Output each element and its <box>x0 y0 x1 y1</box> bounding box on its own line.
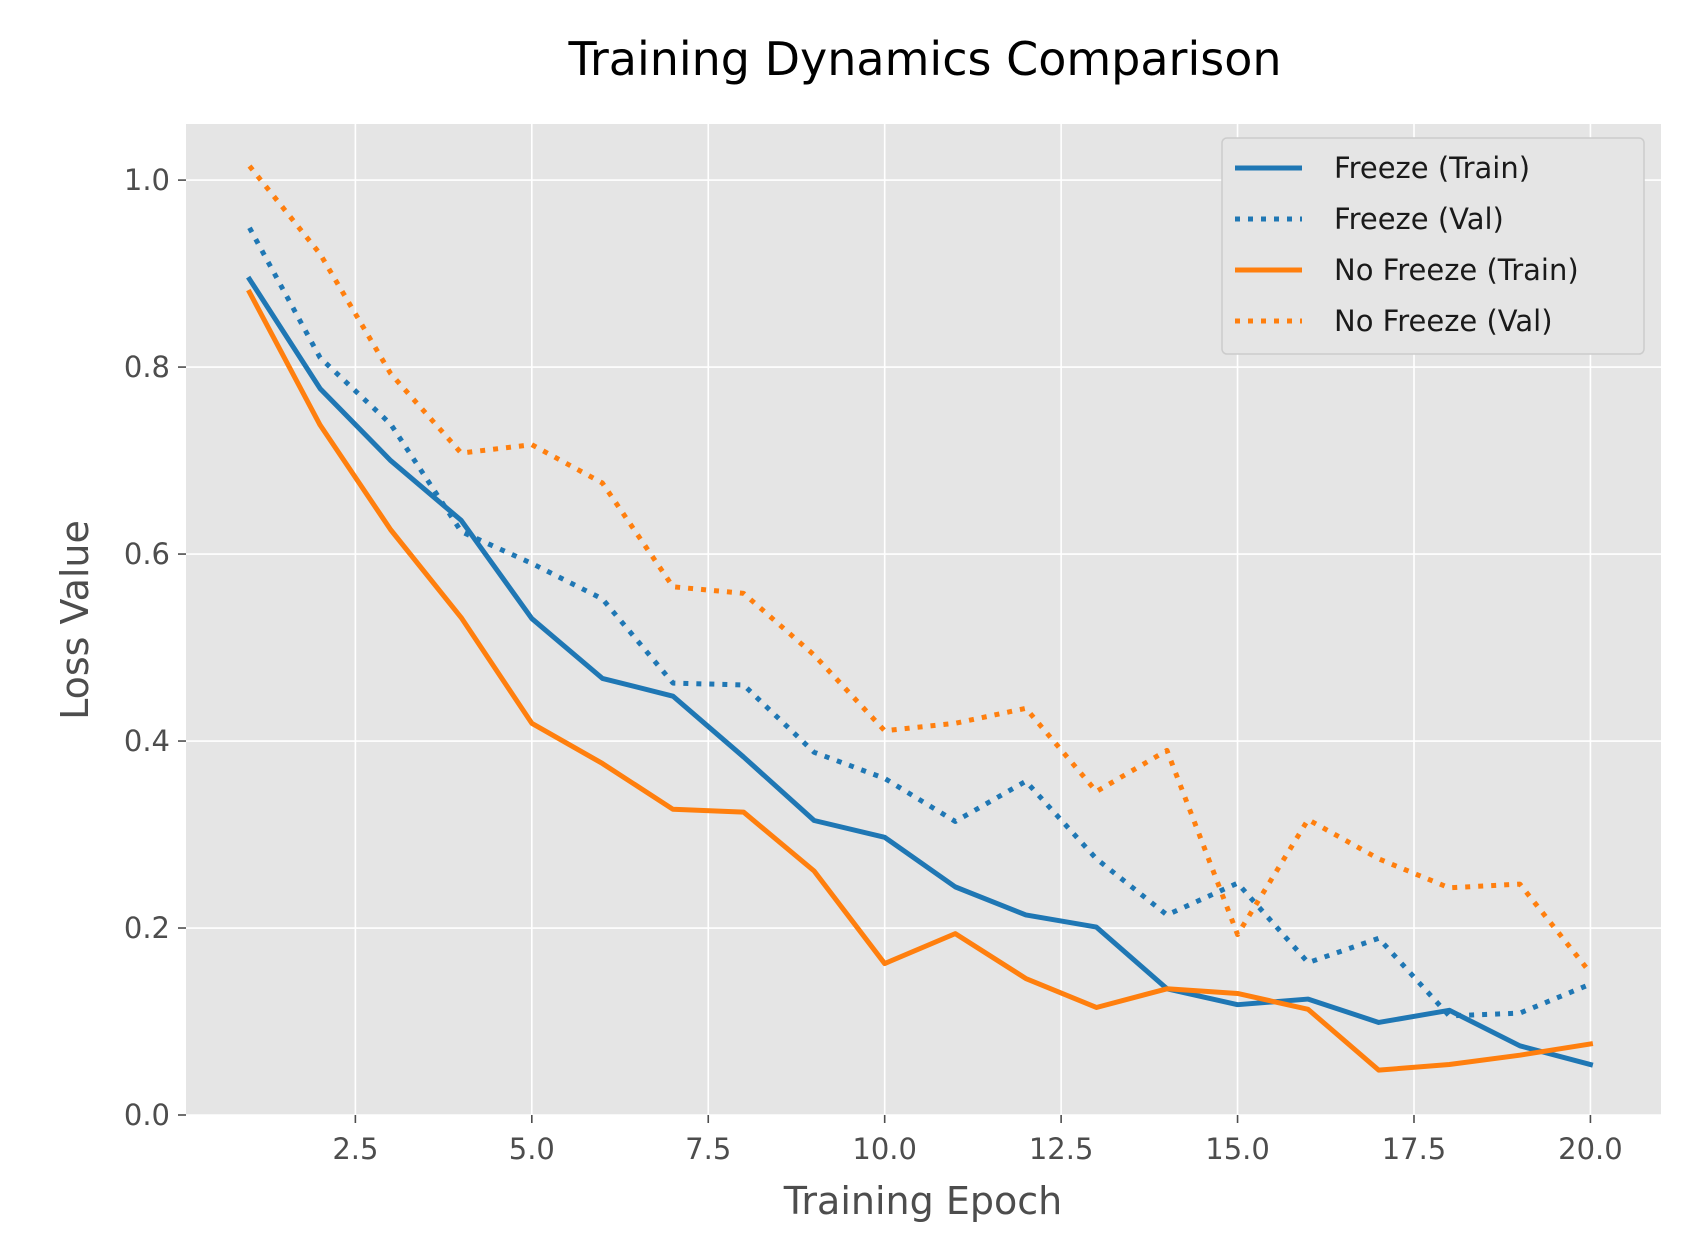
y-tick-label: 0.8 <box>124 350 170 384</box>
legend-label: No Freeze (Val) <box>1334 304 1553 338</box>
series-line-no-freeze-train <box>246 288 1594 1073</box>
legend-label: Freeze (Val) <box>1334 202 1504 236</box>
series-line-no-freeze-val <box>247 164 1593 975</box>
x-tick-label: 2.5 <box>332 1132 378 1166</box>
legend-label: Freeze (Train) <box>1334 151 1530 185</box>
ticks: 2.5 5.0 7.5 10.0 12.5 15.0 17.5 20.0 0.0 0.2 0.4 0.… <box>124 163 1623 1166</box>
x-tick-label: 5.0 <box>509 1132 555 1166</box>
series-line-freeze-train <box>246 275 1594 1068</box>
x-axis-label: Training Epoch <box>783 1179 1062 1223</box>
y-tick-label: 0.0 <box>124 1098 170 1132</box>
y-axis-label: Loss Value <box>53 520 97 720</box>
x-tick-label: 15.0 <box>1205 1132 1270 1166</box>
y-tick-label: 1.0 <box>124 163 170 197</box>
y-tick-label: 0.4 <box>124 724 170 758</box>
y-tick-label: 0.2 <box>124 911 170 945</box>
legend: Freeze (Train) Freeze (Val) No Freeze (Tra… <box>1221 137 1645 355</box>
legend-label: No Freeze (Train) <box>1334 253 1579 287</box>
x-tick-label: 17.5 <box>1382 1132 1447 1166</box>
legend-box <box>1221 137 1645 355</box>
x-tick-label: 10.0 <box>852 1132 917 1166</box>
series-lines <box>246 164 1594 1073</box>
series-line-freeze-val <box>247 226 1592 1019</box>
x-tick-label: 12.5 <box>1029 1132 1094 1166</box>
chart-title: Training Dynamics Comparison <box>568 32 1282 86</box>
x-tick-label: 20.0 <box>1558 1132 1623 1166</box>
x-tick-label: 7.5 <box>685 1132 731 1166</box>
y-tick-label: 0.6 <box>124 537 170 571</box>
